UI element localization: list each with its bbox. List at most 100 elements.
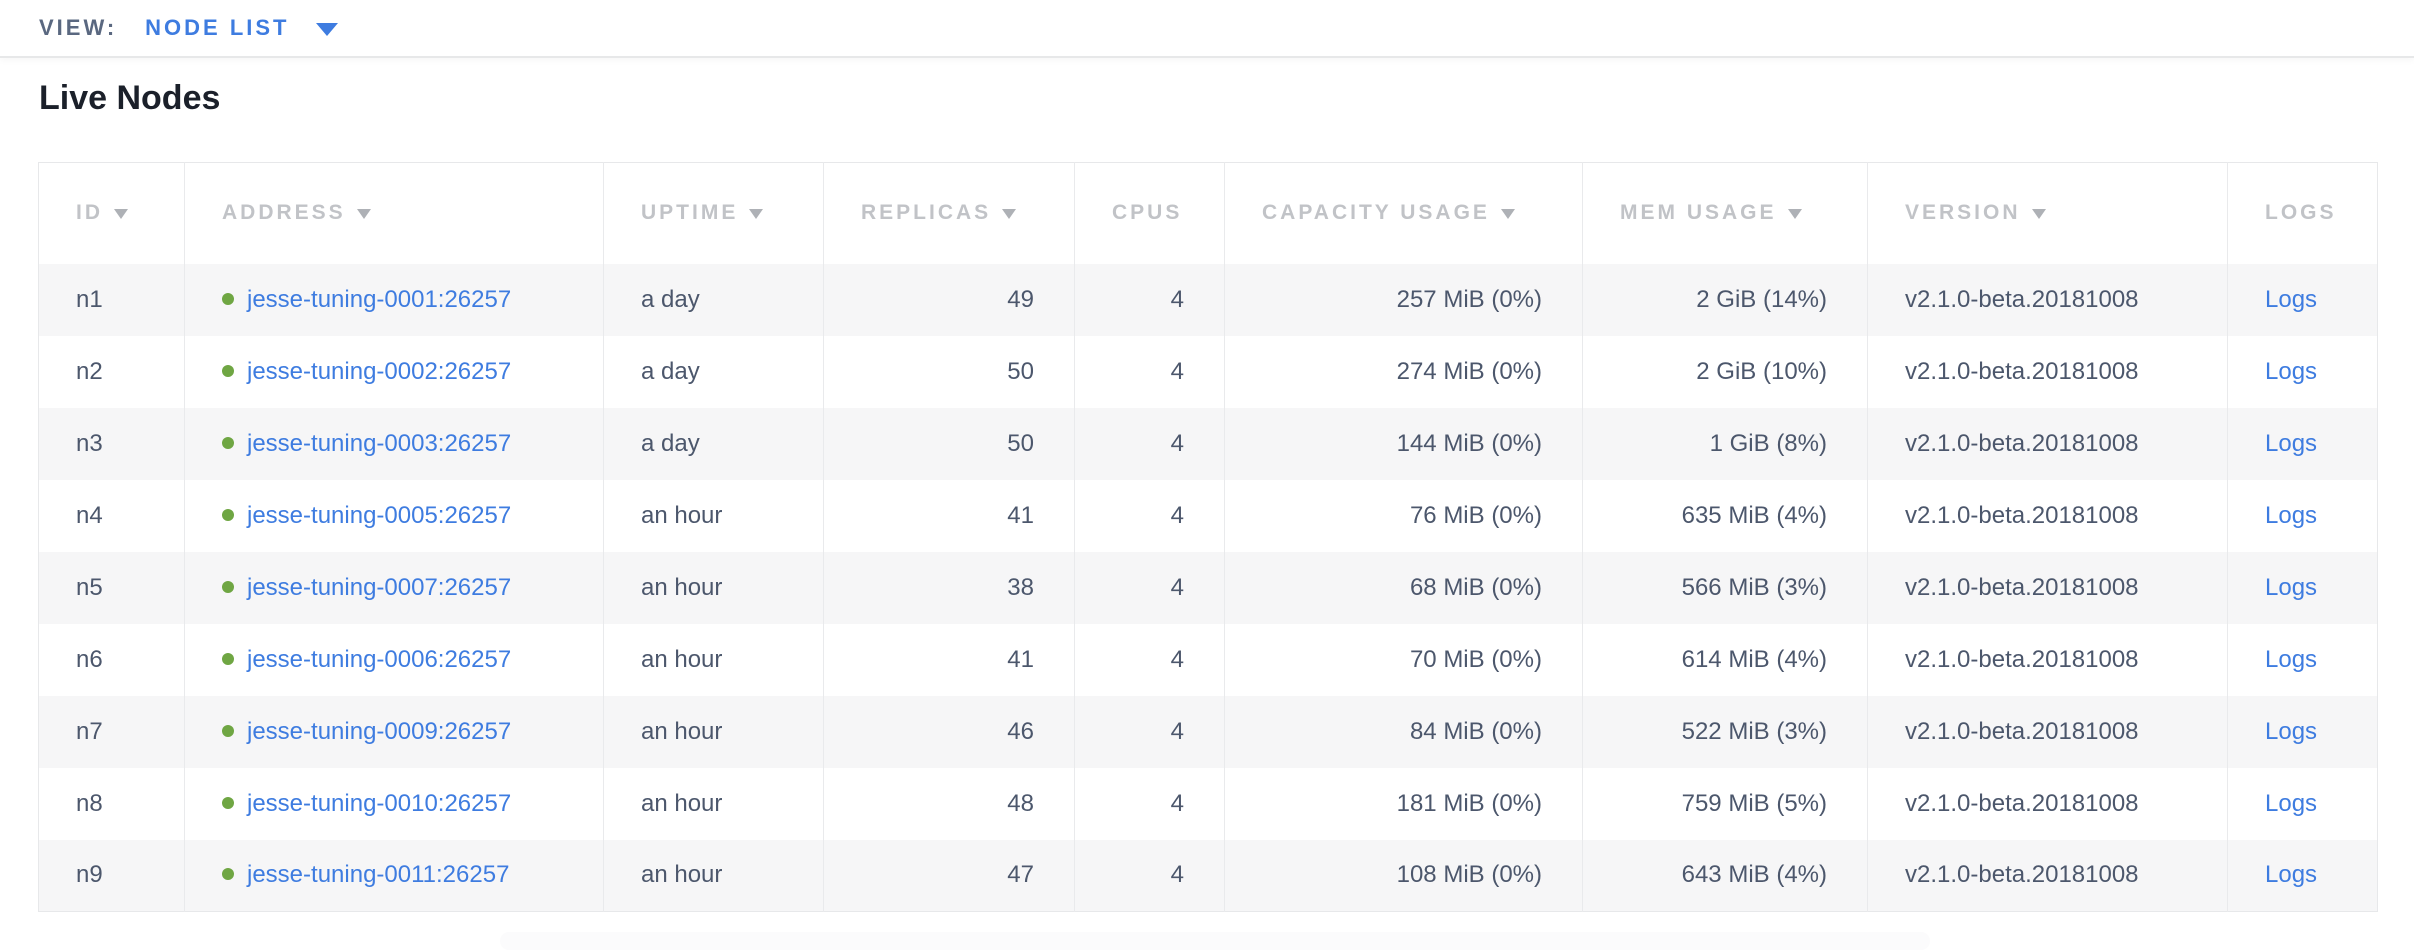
cell-capacity: 84 MiB (0%)	[1224, 695, 1583, 768]
node-address-link[interactable]: jesse-tuning-0011:26257	[247, 861, 510, 889]
sort-arrow-icon	[2031, 209, 2046, 220]
column-header-address[interactable]: ADDRESS	[184, 162, 604, 264]
cell-id: n5	[39, 552, 185, 624]
view-bar: VIEW: NODE LIST	[0, 0, 2414, 58]
column-header-mem[interactable]: MEM USAGE	[1582, 162, 1868, 264]
cell-mem: 635 MiB (4%)	[1582, 479, 1868, 552]
cell-replicas: 41	[823, 623, 1075, 696]
cell-value: an hour	[641, 717, 723, 745]
node-address-link[interactable]: jesse-tuning-0007:26257	[247, 573, 512, 601]
cell-value: 41	[1007, 645, 1034, 673]
cell-mem: 759 MiB (5%)	[1582, 767, 1868, 840]
cell-address: jesse-tuning-0011:26257	[184, 839, 604, 912]
table-row: n7 jesse-tuning-0009:26257 an hour 46 4 84 Mi…	[38, 695, 2378, 768]
cell-uptime: a day	[603, 407, 824, 480]
node-address-link[interactable]: jesse-tuning-0009:26257	[247, 717, 512, 745]
column-header-cpus: CPUS	[1074, 162, 1225, 264]
cell-value: 70 MiB (0%)	[1409, 645, 1542, 673]
cell-logs: Logs	[2227, 407, 2378, 480]
node-status-healthy-icon	[222, 652, 234, 665]
cell-value: 38	[1007, 573, 1034, 601]
cell-version: v2.1.0-beta.20181008	[1867, 623, 2228, 696]
column-header-capacity[interactable]: CAPACITY USAGE	[1224, 162, 1583, 264]
node-status-healthy-icon	[222, 868, 234, 881]
cell-value: 46	[1007, 717, 1034, 745]
cell-value: an hour	[641, 861, 723, 889]
cell-value: v2.1.0-beta.20181008	[1905, 357, 2139, 385]
cell-capacity: 70 MiB (0%)	[1224, 623, 1583, 696]
cell-value: 1 GiB (8%)	[1709, 429, 1827, 457]
column-header-uptime[interactable]: UPTIME	[603, 162, 824, 264]
cell-uptime: a day	[603, 263, 824, 336]
cell-uptime: an hour	[603, 695, 824, 768]
cell-cpus: 4	[1074, 839, 1225, 912]
column-header-id[interactable]: ID	[39, 163, 185, 264]
cell-id: n2	[39, 336, 185, 408]
view-selector-dropdown[interactable]: NODE LIST	[145, 15, 338, 41]
node-address-link[interactable]: jesse-tuning-0006:26257	[247, 645, 512, 673]
logs-link[interactable]: Logs	[2265, 285, 2318, 313]
logs-link[interactable]: Logs	[2265, 429, 2318, 457]
cell-cpus: 4	[1074, 263, 1225, 336]
logs-link[interactable]: Logs	[2265, 573, 2318, 601]
cell-logs: Logs	[2227, 551, 2378, 624]
cell-mem: 643 MiB (4%)	[1582, 839, 1868, 912]
cell-value: 257 MiB (0%)	[1396, 285, 1542, 313]
node-status-healthy-icon	[222, 508, 234, 521]
cell-address: jesse-tuning-0009:26257	[184, 695, 604, 768]
node-address-link[interactable]: jesse-tuning-0001:26257	[247, 285, 512, 313]
cell-value: 47	[1007, 861, 1034, 889]
live-nodes-table: ID ADDRESS UPTIME REPLICAS CPUS CAPACITY USAG…	[38, 162, 2378, 912]
logs-link[interactable]: Logs	[2265, 789, 2318, 817]
cell-value: v2.1.0-beta.20181008	[1905, 861, 2139, 889]
view-selected-value: NODE LIST	[145, 15, 290, 40]
cell-value: a day	[641, 357, 700, 385]
cell-uptime: an hour	[603, 551, 824, 624]
logs-link[interactable]: Logs	[2265, 357, 2318, 385]
cell-value: n3	[76, 429, 103, 457]
cell-value: 4	[1170, 717, 1184, 745]
cell-value: 50	[1007, 429, 1034, 457]
logs-link[interactable]: Logs	[2265, 861, 2318, 889]
logs-link[interactable]: Logs	[2265, 501, 2318, 529]
node-address-link[interactable]: jesse-tuning-0003:26257	[247, 429, 512, 457]
logs-link[interactable]: Logs	[2265, 645, 2318, 673]
column-header-version[interactable]: VERSION	[1867, 162, 2228, 264]
cell-uptime: an hour	[603, 479, 824, 552]
cell-value: 566 MiB (3%)	[1681, 573, 1827, 601]
node-status-healthy-icon	[222, 436, 234, 449]
node-address-link[interactable]: jesse-tuning-0010:26257	[247, 789, 512, 817]
cell-value: 49	[1007, 285, 1034, 313]
cell-id: n3	[39, 408, 185, 480]
column-header-label: REPLICAS	[861, 201, 992, 225]
column-header-label: CPUS	[1112, 201, 1183, 225]
cell-value: n2	[76, 357, 103, 385]
cell-value: v2.1.0-beta.20181008	[1905, 717, 2139, 745]
cell-value: 614 MiB (4%)	[1681, 645, 1827, 673]
cell-version: v2.1.0-beta.20181008	[1867, 551, 2228, 624]
cell-uptime: a day	[603, 335, 824, 408]
cell-value: v2.1.0-beta.20181008	[1905, 789, 2139, 817]
node-address-link[interactable]: jesse-tuning-0002:26257	[247, 357, 512, 385]
table-row: n2 jesse-tuning-0002:26257 a day 50 4 274 MiB…	[38, 335, 2378, 408]
cell-value: 4	[1170, 357, 1184, 385]
node-address-link[interactable]: jesse-tuning-0005:26257	[247, 501, 512, 529]
cell-cpus: 4	[1074, 335, 1225, 408]
logs-link[interactable]: Logs	[2265, 717, 2318, 745]
node-status-healthy-icon	[222, 796, 234, 809]
cell-replicas: 49	[823, 263, 1075, 336]
cell-replicas: 46	[823, 695, 1075, 768]
cell-capacity: 68 MiB (0%)	[1224, 551, 1583, 624]
view-label: VIEW:	[39, 15, 118, 40]
column-header-replicas[interactable]: REPLICAS	[823, 162, 1075, 264]
cell-capacity: 274 MiB (0%)	[1224, 335, 1583, 408]
cell-id: n6	[39, 624, 185, 696]
cell-address: jesse-tuning-0003:26257	[184, 407, 604, 480]
cell-value: v2.1.0-beta.20181008	[1905, 501, 2139, 529]
cell-value: 759 MiB (5%)	[1681, 789, 1827, 817]
cell-value: v2.1.0-beta.20181008	[1905, 285, 2139, 313]
table-row: n3 jesse-tuning-0003:26257 a day 50 4 144 MiB…	[38, 407, 2378, 480]
column-header-logs: LOGS	[2227, 162, 2378, 264]
cell-logs: Logs	[2227, 479, 2378, 552]
cell-address: jesse-tuning-0002:26257	[184, 335, 604, 408]
